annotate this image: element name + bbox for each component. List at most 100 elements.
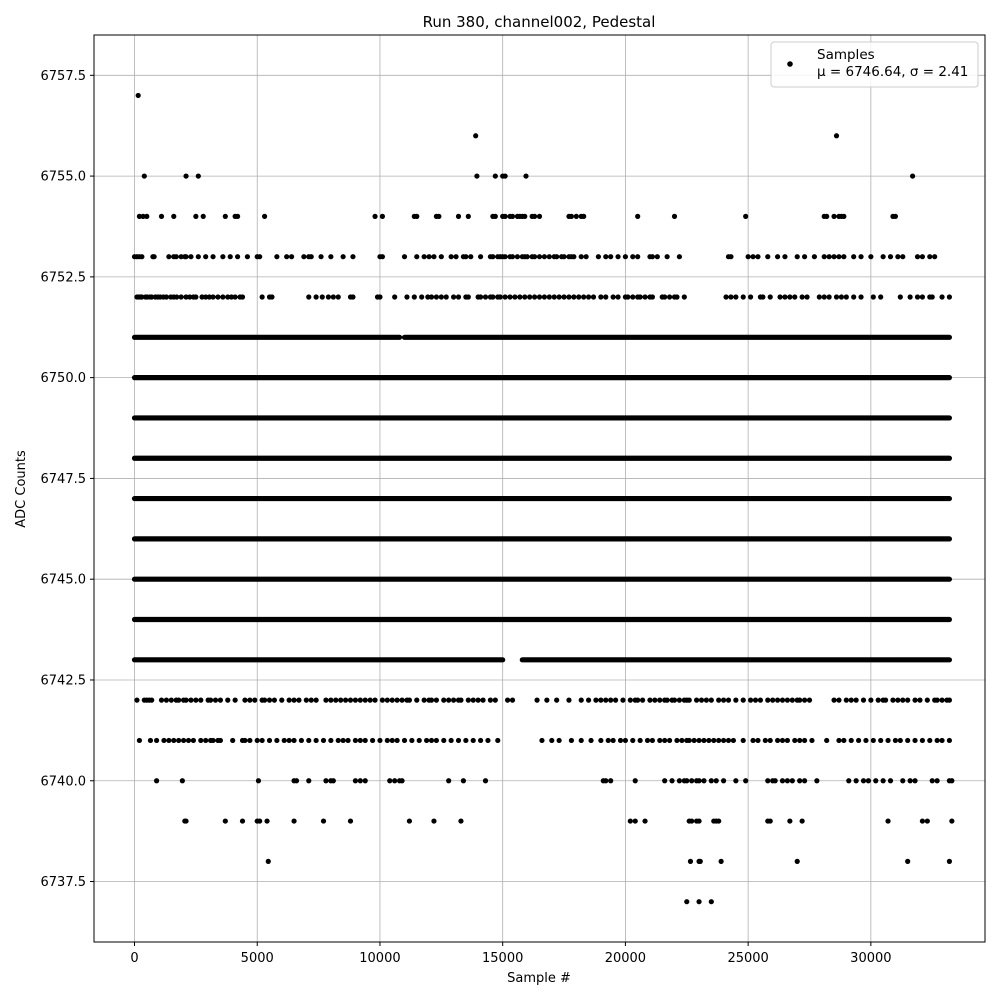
data-point [608, 697, 614, 703]
data-point [242, 737, 248, 744]
data-point [264, 818, 270, 824]
data-point [215, 294, 221, 300]
x-tick-label: 5000 [241, 951, 274, 966]
data-point [428, 697, 435, 703]
data-point [291, 737, 297, 744]
data-point [269, 294, 275, 300]
data-point [554, 254, 560, 260]
data-point [573, 213, 579, 219]
data-point [288, 254, 295, 260]
data-point [203, 737, 209, 744]
data-point [919, 818, 926, 824]
data-point [333, 697, 339, 703]
data-point [301, 254, 307, 260]
data-point [789, 778, 795, 784]
data-point [892, 737, 899, 744]
data-point [929, 778, 935, 784]
y-tick-label: 6750.0 [41, 371, 87, 386]
data-point [474, 173, 480, 179]
data-point [939, 294, 945, 300]
data-point [583, 254, 589, 260]
data-point [603, 294, 609, 300]
data-point [328, 697, 334, 703]
data-point [183, 697, 189, 703]
data-point [554, 697, 560, 703]
data-point [927, 737, 933, 744]
data-point [492, 213, 498, 219]
data-point [477, 254, 484, 260]
data-point [406, 697, 413, 703]
data-point [409, 737, 415, 744]
data-point [306, 294, 312, 300]
data-point [723, 294, 729, 300]
data-point [173, 254, 179, 260]
data-point [912, 697, 918, 703]
data-point [328, 737, 334, 744]
data-point [851, 254, 857, 260]
data-point [149, 697, 155, 703]
data-point [512, 294, 518, 300]
data-point [578, 697, 584, 703]
data-point [347, 818, 354, 824]
data-point [171, 213, 177, 219]
data-point [485, 737, 491, 744]
x-axis-label: Sample # [507, 971, 571, 986]
data-point [804, 294, 810, 300]
data-point [549, 737, 555, 744]
data-point [524, 254, 530, 260]
data-point [703, 697, 710, 703]
data-point [465, 213, 471, 219]
data-point [428, 294, 435, 300]
data-point [266, 697, 273, 703]
data-point [199, 294, 205, 300]
data-point [492, 697, 498, 703]
data-point [743, 778, 749, 784]
data-point [477, 294, 484, 300]
data-point [313, 294, 319, 300]
data-point [919, 254, 926, 260]
axis-ticks: 0 5000 10000 15000 20000 25000 30000 6737.5 6740… [41, 69, 892, 966]
y-tick-label: 6755.0 [41, 170, 87, 185]
data-point [252, 697, 258, 703]
data-point [946, 737, 953, 744]
data-point [949, 778, 955, 784]
data-point [747, 697, 754, 703]
data-point [765, 254, 771, 260]
data-point [441, 737, 447, 744]
data-point [340, 254, 346, 260]
data-point [863, 737, 869, 744]
data-point [878, 294, 884, 300]
data-point [622, 254, 629, 260]
data-point [639, 697, 646, 703]
data-point [725, 737, 732, 744]
data-point [318, 254, 324, 260]
y-tick-label: 6737.5 [41, 875, 87, 890]
data-point [230, 737, 236, 744]
data-point [207, 697, 214, 703]
data-point [846, 778, 852, 784]
data-point [135, 92, 141, 99]
data-point [750, 737, 756, 744]
data-point [833, 133, 840, 139]
data-point [203, 294, 209, 300]
data-point [473, 133, 479, 139]
data-point [446, 697, 452, 703]
data-point [527, 294, 533, 300]
data-point [303, 697, 309, 703]
data-point [779, 697, 786, 703]
data-point [632, 818, 638, 824]
data-point [841, 737, 847, 744]
data-point [571, 294, 577, 300]
data-point [281, 737, 287, 744]
data-point [706, 737, 712, 744]
data-point [330, 294, 336, 300]
data-point [728, 254, 734, 260]
data-point [740, 697, 746, 703]
data-point [836, 697, 842, 703]
data-point [225, 294, 231, 300]
data-point [217, 737, 224, 744]
data-point [416, 737, 422, 744]
data-point [642, 294, 648, 300]
